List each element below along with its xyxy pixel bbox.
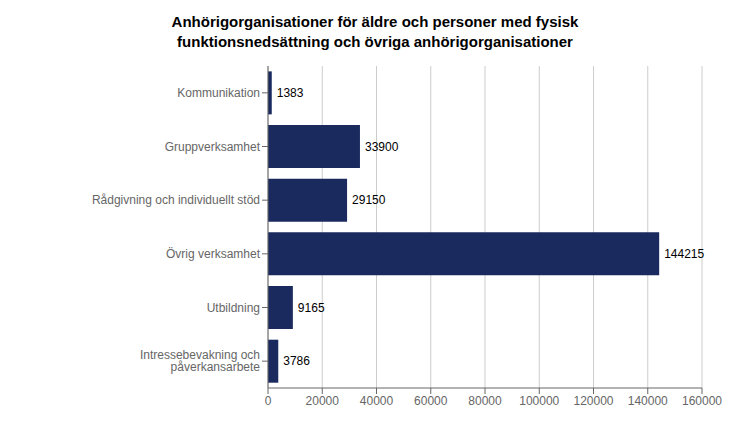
svg-text:33900: 33900 [365, 140, 399, 154]
html-text:Anhörigorganisationer för äldr: Anhörigorganisationer för äldre och pers… [171, 13, 579, 30]
svg-text:144215: 144215 [664, 247, 704, 261]
svg-text:9165: 9165 [298, 301, 325, 315]
html-text:funktionsnedsättning och övrig: funktionsnedsättning och övriga anhörigo… [177, 33, 573, 50]
svg-text:3786: 3786 [283, 354, 310, 368]
svg-text:Utbildning: Utbildning [207, 301, 260, 315]
svg-text:Gruppverksamhet: Gruppverksamhet [165, 140, 261, 154]
svg-text:120000: 120000 [573, 394, 613, 408]
svg-text:60000: 60000 [414, 394, 448, 408]
svg-text:Kommunikation: Kommunikation [177, 86, 260, 100]
svg-text:29150: 29150 [352, 193, 386, 207]
svg-text:Övrig verksamhet: Övrig verksamhet [166, 247, 261, 261]
svg-text:80000: 80000 [468, 394, 502, 408]
svg-text:0: 0 [265, 394, 272, 408]
svg-text:20000: 20000 [306, 394, 340, 408]
svg-text:100000: 100000 [519, 394, 559, 408]
svg-text:160000: 160000 [682, 394, 722, 408]
svg-text:Intressebevakning ochpåverkans: Intressebevakning ochpåverkansarbete [140, 348, 260, 374]
svg-text:140000: 140000 [628, 394, 668, 408]
svg-text:Rådgivning och individuellt st: Rådgivning och individuellt stöd [92, 193, 260, 207]
svg-text:1383: 1383 [277, 86, 304, 100]
svg-text:40000: 40000 [360, 394, 394, 408]
